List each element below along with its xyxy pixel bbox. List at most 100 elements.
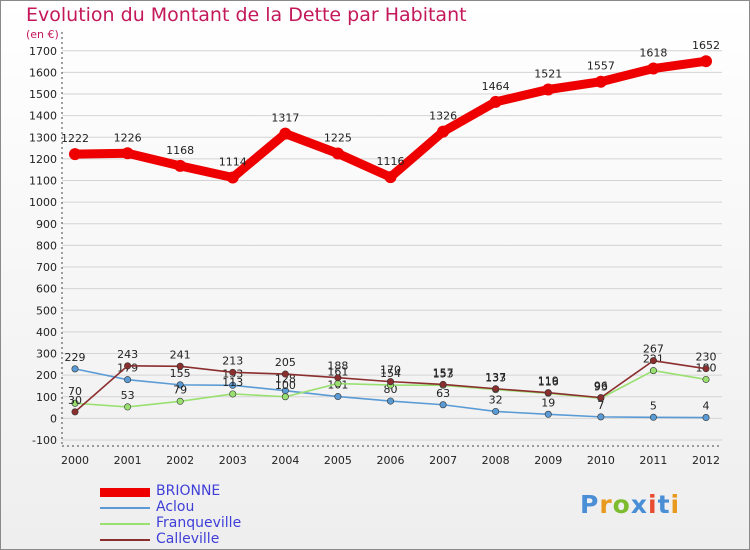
data-label: 63 [436,387,450,400]
data-point [229,381,237,389]
logo-letter: o [612,490,631,519]
data-point [124,376,132,384]
data-label: 137 [485,371,506,384]
data-point [649,413,657,421]
y-tick-label: 200 [36,369,57,382]
y-tick-label: 600 [36,283,57,296]
data-label: 154 [380,367,401,380]
logo-letter: i [648,490,658,519]
data-point [700,55,712,68]
data-label: 153 [433,367,454,380]
legend-swatch [100,523,150,525]
data-label: 1225 [324,132,352,145]
x-tick-label: 2001 [114,454,142,467]
y-tick-label: 0 [50,412,57,425]
data-point [279,127,292,140]
data-point [174,159,187,172]
data-point [544,389,552,397]
data-point [121,147,134,160]
logo-letter: P [580,490,600,519]
data-label: 1116 [377,155,405,168]
line-chart: -100 0 100 200 300 400 500 600 700 800 900 1000 1100… [29,32,722,467]
data-label: 53 [121,389,135,402]
data-label: 5 [650,399,657,412]
data-point [544,410,552,418]
data-label: 93 [594,380,608,393]
data-label: 161 [327,366,348,379]
data-label: 230 [696,351,717,364]
y-tick-label: 1100 [29,175,57,188]
data-point [702,365,710,373]
data-label: 133 [485,372,506,385]
data-label: 213 [222,354,243,367]
data-label: 188 [327,360,348,373]
data-point [334,374,342,382]
data-label: 1168 [166,144,194,157]
logo-letter: t [657,490,671,519]
data-point [437,125,450,138]
data-label: 1521 [534,68,562,81]
data-label: 80 [384,383,398,396]
data-point [492,407,500,415]
data-point [384,171,397,184]
x-tick-label: 2004 [271,454,299,467]
y-tick-label: 300 [36,348,57,361]
x-tick-label: 2010 [587,454,615,467]
logo-letter: i [670,490,681,519]
data-point [71,365,79,373]
x-tick-label: 2008 [482,454,510,467]
logo-letter: x [630,490,648,519]
data-point [649,367,657,375]
data-point [71,399,79,407]
data-point [334,393,342,401]
data-label: 205 [275,356,296,369]
data-point [386,378,394,386]
data-label: 32 [489,393,503,406]
data-label: 70 [68,385,82,398]
data-point [334,380,342,388]
data-label: 1222 [61,132,89,145]
x-tick-label: 2009 [534,454,562,467]
y-tick-label: 1600 [29,66,57,79]
proxiti-logo: Proxiti [580,490,680,519]
data-label: 128 [275,373,296,386]
data-label: 155 [170,367,191,380]
y-tick-label: 1400 [29,110,57,123]
data-label: 1464 [482,80,510,93]
data-label: 100 [275,379,296,392]
data-point [542,83,555,96]
data-label: 1317 [271,112,299,125]
data-point [439,401,447,409]
data-point [492,385,500,393]
data-point [702,375,710,383]
y-tick-label: 1500 [29,88,57,101]
data-point [489,95,502,108]
y-tick-label: 400 [36,326,57,339]
logo-letter: r [599,490,613,519]
data-label: 267 [643,343,664,356]
y-tick-label: 900 [36,218,57,231]
data-point [647,62,660,75]
x-tick-label: 2006 [377,454,405,467]
x-tick-label: 2005 [324,454,352,467]
data-point [439,380,447,388]
y-tick-label: 1000 [29,196,57,209]
data-label: 119 [538,375,559,388]
data-point [597,413,605,421]
data-label: 19 [541,396,555,409]
data-label: 229 [65,351,86,364]
legend-label: Franqueville [156,515,242,531]
data-point [69,148,81,161]
data-label: 1618 [639,47,667,60]
data-point [597,394,605,402]
data-point [594,75,607,88]
data-label: 1114 [219,156,247,169]
legend-swatch [100,488,150,497]
data-label: 113 [222,376,243,389]
legend-label: Calleville [156,531,220,547]
data-point [281,393,289,401]
data-point [176,397,184,405]
data-point [331,147,344,160]
y-tick-label: 800 [36,239,57,252]
